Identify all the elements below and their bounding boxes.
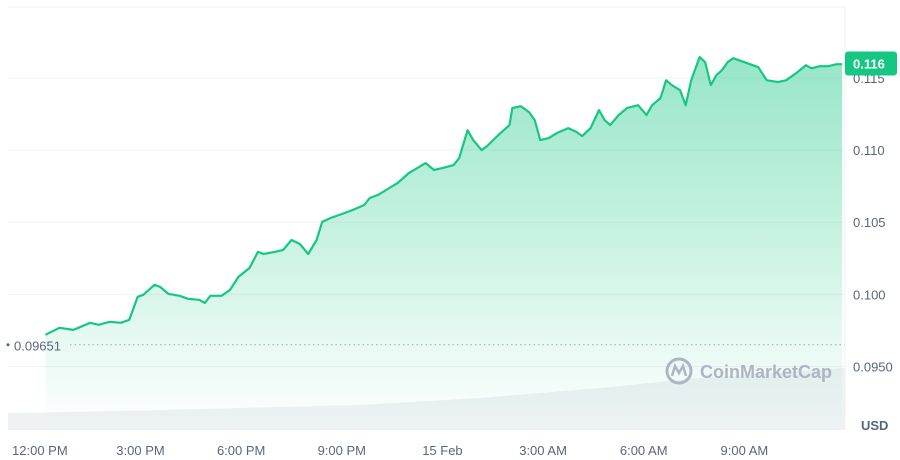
watermark: CoinMarketCap (665, 357, 832, 385)
price-line (45, 56, 843, 336)
current-price-badge: 0.116 (845, 51, 897, 76)
badge-background (845, 51, 897, 76)
watermark-text: CoinMarketCap (700, 362, 832, 382)
reference-dot (6, 343, 10, 347)
current-price-label: 0.116 (853, 56, 885, 71)
y-tick-label: 0.0950 (853, 360, 893, 375)
x-tick-label: 15 Feb (422, 443, 462, 458)
x-tick-label: 9:00 AM (721, 443, 769, 458)
x-axis: 12:00 PM 3:00 PM 6:00 PM 9:00 PM 15 Feb 3:00 … (12, 443, 768, 458)
y-tick-label: 0.100 (853, 287, 886, 302)
coinmarketcap-logo-icon (665, 357, 693, 385)
currency-label: USD (861, 418, 888, 433)
y-tick-label: 0.105 (853, 215, 886, 230)
x-tick-label: 6:00 AM (620, 443, 668, 458)
x-tick-label: 12:00 PM (12, 443, 68, 458)
logo-mark-icon (670, 362, 688, 377)
price-area-fill (45, 57, 843, 430)
x-tick-label: 3:00 AM (519, 443, 567, 458)
reference-label: 0.09651 (14, 339, 61, 354)
x-tick-label: 9:00 PM (318, 443, 366, 458)
y-tick-label: 0.110 (853, 143, 885, 158)
x-tick-label: 3:00 PM (116, 443, 164, 458)
x-tick-label: 6:00 PM (217, 443, 265, 458)
